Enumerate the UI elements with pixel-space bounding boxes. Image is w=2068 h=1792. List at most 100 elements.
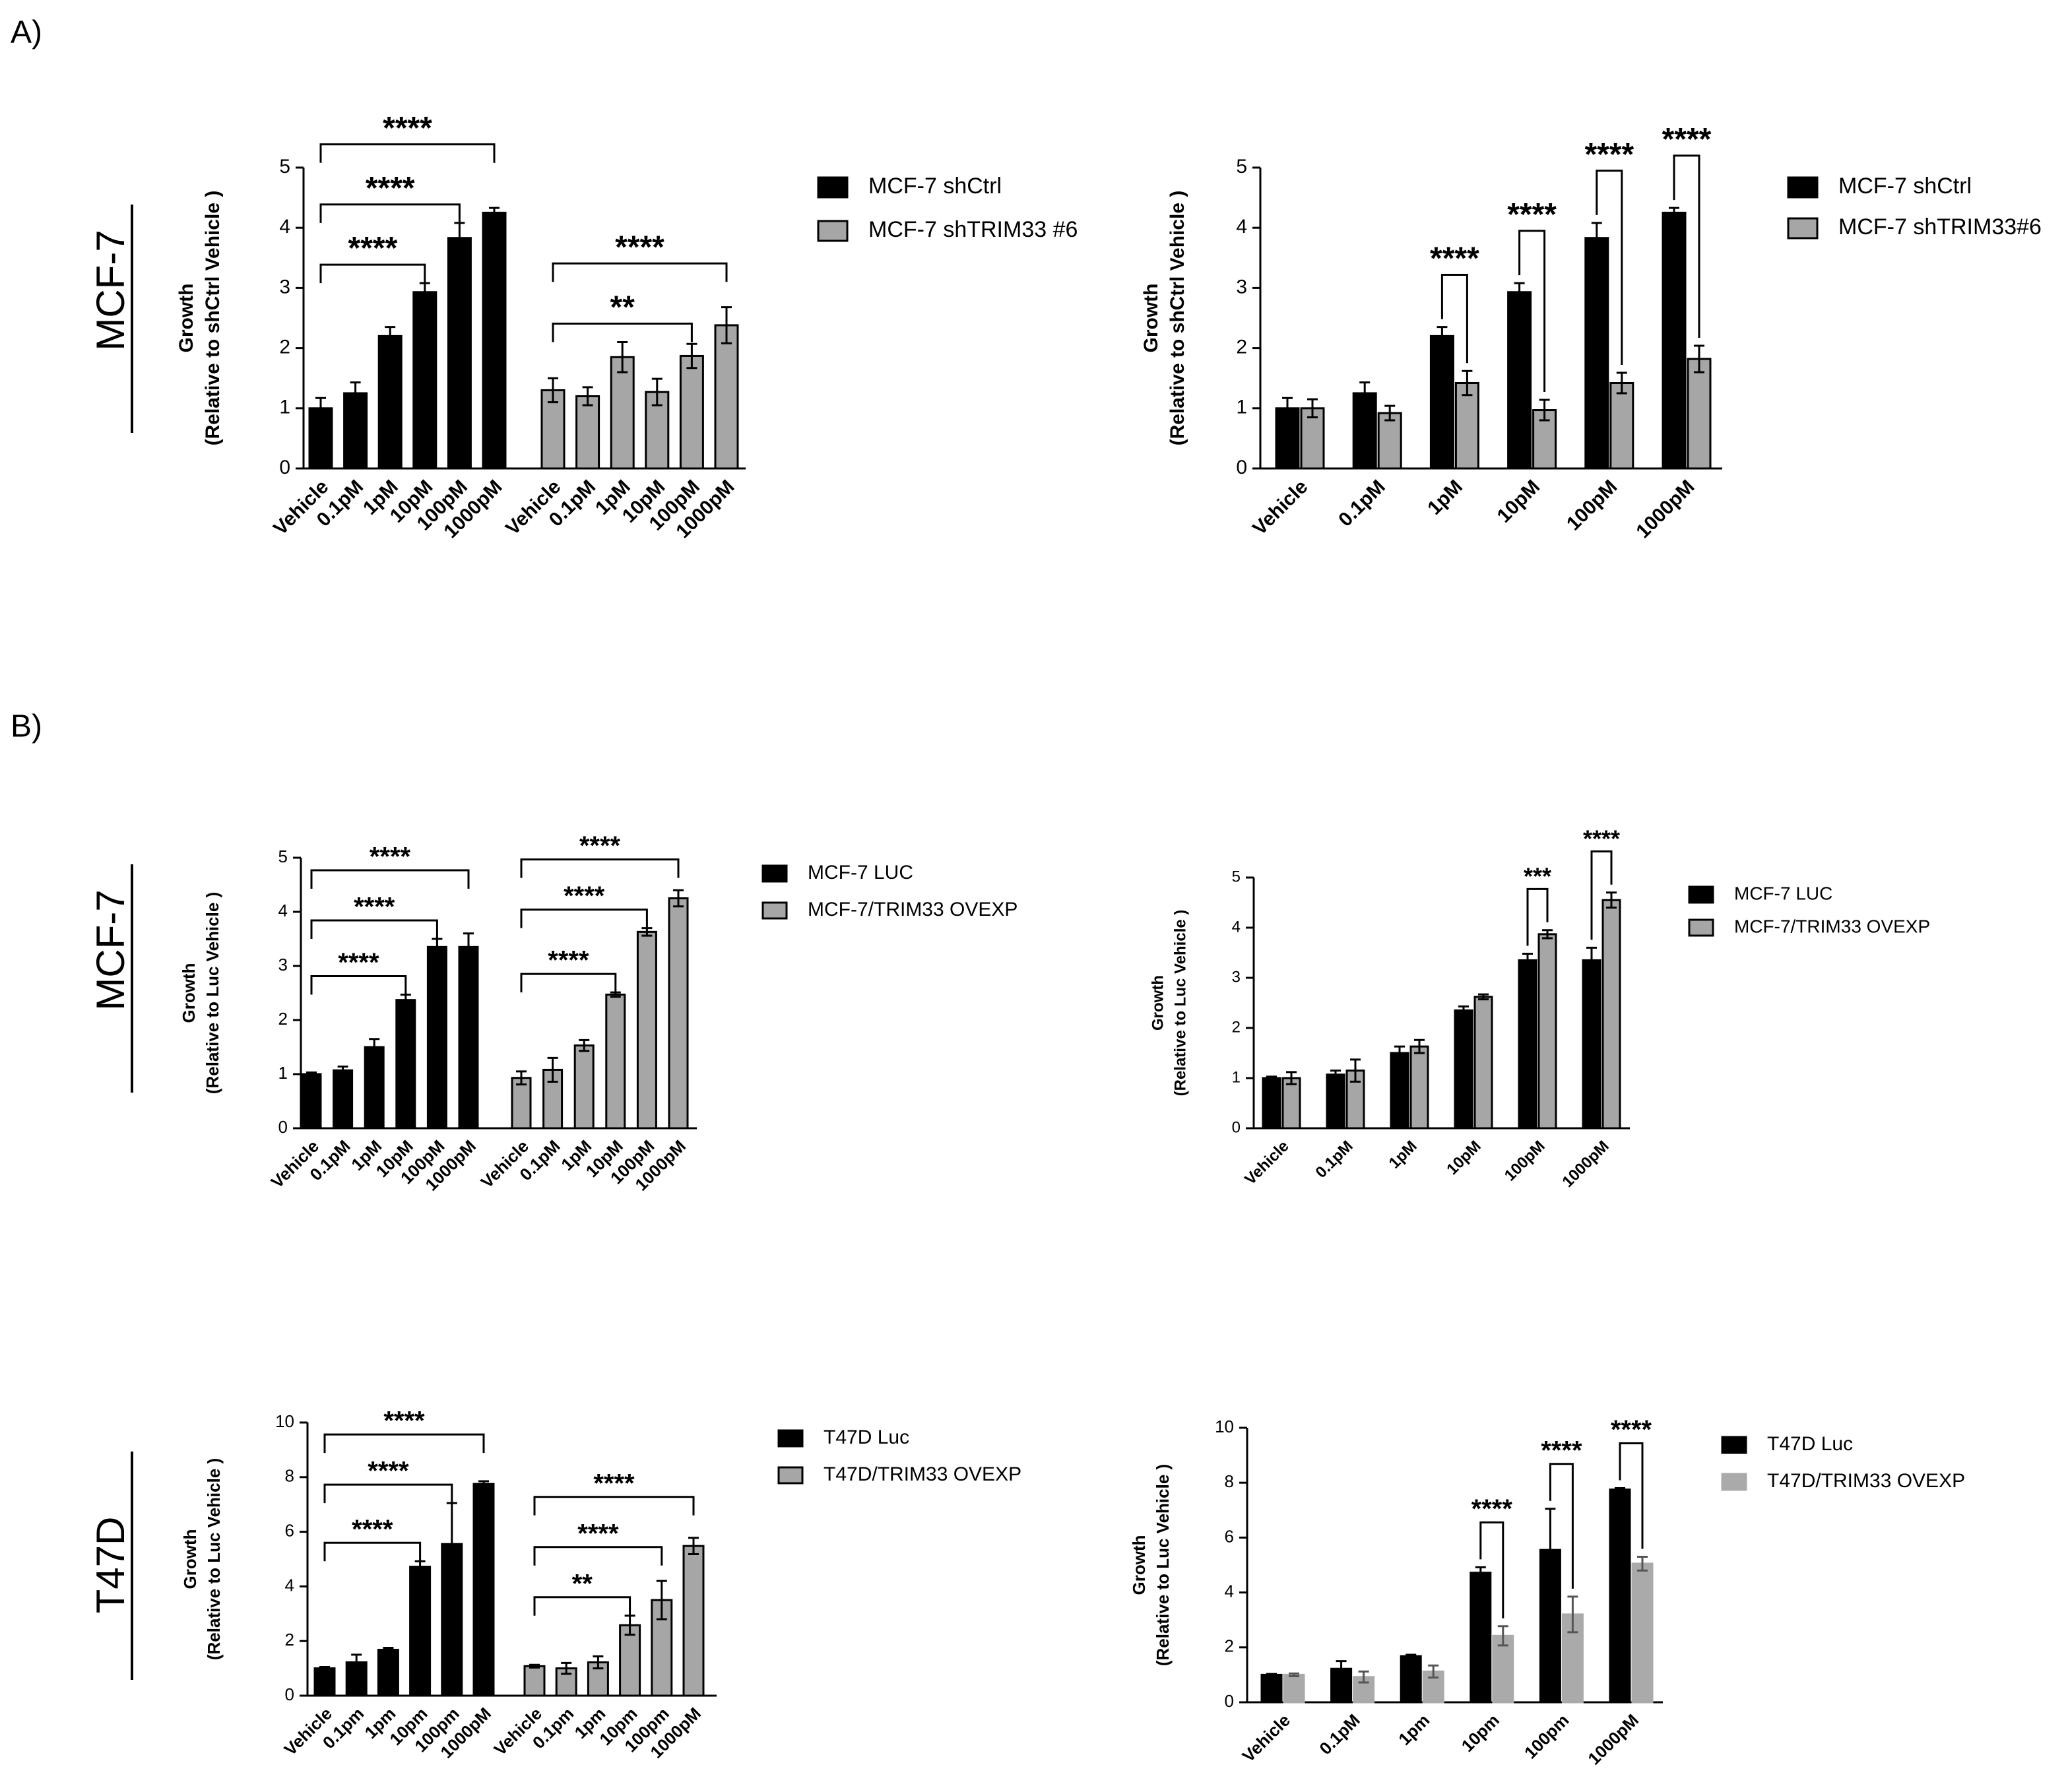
error-bar	[1591, 222, 1602, 255]
error-bar	[547, 1056, 558, 1083]
significance-bracket	[323, 1541, 422, 1562]
y-tick-label: 6	[285, 1520, 294, 1540]
x-tick-label: 1pM	[1386, 1137, 1421, 1172]
bar	[426, 945, 447, 1130]
y-tick-label: 0	[1236, 457, 1247, 478]
error-bar	[561, 1661, 572, 1675]
error-bar	[593, 1655, 604, 1670]
error-bar	[579, 1039, 590, 1052]
y-axis-label: (Relative to Luc Vehicle )	[203, 892, 222, 1094]
legend-swatch	[817, 220, 849, 242]
y-tick-label: 2	[285, 1630, 294, 1649]
bar	[668, 897, 689, 1130]
x-tick-label: 1pM	[1423, 476, 1467, 519]
panel-label: B)	[11, 709, 42, 744]
significance-label: ****	[354, 893, 395, 922]
bar	[1454, 381, 1479, 470]
error-bar	[463, 932, 474, 962]
significance-bracket	[1549, 1463, 1574, 1589]
legend-label: MCF-7/TRIM33 OVEXP	[1734, 916, 1930, 936]
bar	[542, 1068, 564, 1130]
y-tick-label: 3	[278, 955, 288, 975]
y-tick-label: 4	[1232, 918, 1241, 936]
legend-swatch	[777, 1429, 804, 1448]
bar	[619, 1624, 641, 1697]
bar	[1470, 1572, 1492, 1704]
y-axis-label: (Relative to Luc Vehicle )	[1171, 910, 1189, 1097]
error-bar	[1616, 371, 1627, 395]
x-tick-label: 10pM	[1493, 476, 1545, 527]
bar	[458, 945, 479, 1130]
error-bar	[1359, 381, 1371, 405]
y-tick-label: 10	[275, 1411, 294, 1431]
bar	[1473, 996, 1493, 1130]
error-bar	[1458, 1005, 1469, 1015]
significance-label: ****	[383, 111, 432, 146]
significance-bracket	[310, 869, 470, 889]
error-bar	[721, 306, 732, 344]
y-axis-label: (Relative to Luc Vehicle )	[204, 1458, 224, 1660]
significance-label: ****	[579, 831, 621, 860]
legend-swatch	[817, 176, 849, 199]
x-tick-label: 10pM	[1443, 1137, 1484, 1178]
error-bar	[548, 377, 558, 404]
significance-label: ****	[593, 1469, 635, 1498]
row-label: MCF-7	[88, 889, 133, 1010]
bar	[1409, 1045, 1429, 1130]
legend-swatch	[777, 1466, 804, 1485]
legend-label: MCF-7 shTRIM33 #6	[868, 217, 1078, 242]
x-tick-label: 0.1pM	[1315, 1710, 1363, 1758]
error-bar	[1539, 399, 1550, 422]
bar	[1390, 1052, 1409, 1130]
y-axis-label: (Relative to shCtrl Vehicle )	[1167, 191, 1188, 446]
legend-label: MCF-7/TRIM33 OVEXP	[808, 899, 1018, 920]
significance-label: ****	[366, 171, 415, 206]
significance-label: ****	[615, 230, 664, 265]
bar	[682, 1545, 705, 1697]
bar	[1584, 237, 1609, 470]
x-tick-label: 100pM	[1563, 476, 1621, 534]
panel-label: A)	[11, 15, 42, 50]
y-tick-label: 6	[1225, 1526, 1234, 1546]
significance-label: ****	[1430, 241, 1479, 276]
error-bar	[1462, 369, 1473, 397]
significance-label: ****	[383, 1407, 425, 1436]
bar	[1537, 933, 1557, 1130]
y-axis-label: Growth	[179, 963, 199, 1023]
bar	[1631, 1562, 1654, 1704]
significance-label: ****	[1541, 1436, 1582, 1465]
bar	[1260, 1673, 1283, 1704]
y-axis-label: (Relative to Luc Vehicle )	[1153, 1464, 1173, 1666]
error-bar	[516, 1070, 527, 1086]
bar	[1429, 335, 1454, 470]
bar	[1518, 959, 1537, 1130]
error-bar	[1497, 1625, 1508, 1647]
significance-label: ****	[577, 1519, 619, 1548]
legend-label: T47D/TRIM33 OVEXP	[1767, 1470, 1965, 1492]
bar	[573, 1044, 595, 1130]
significance-bracket	[520, 858, 680, 878]
error-bar	[1437, 326, 1448, 346]
x-tick-label: 100pm	[1520, 1710, 1572, 1762]
y-axis-label: (Relative to shCtrl Vehicle )	[202, 191, 224, 446]
error-bar	[306, 1072, 317, 1077]
bar	[1326, 1073, 1345, 1130]
error-bar	[1330, 1070, 1341, 1080]
bar	[301, 1073, 322, 1130]
error-bar	[673, 889, 684, 908]
significance-bracket	[319, 143, 496, 163]
y-tick-label: 2	[279, 336, 290, 358]
legend-swatch	[1688, 918, 1714, 937]
error-bar	[1522, 953, 1533, 968]
significance-label: **	[610, 290, 635, 325]
y-tick-label: 4	[285, 1575, 294, 1595]
y-tick-label: 5	[1232, 868, 1241, 885]
error-bar	[1384, 404, 1396, 422]
error-bar	[529, 1663, 540, 1669]
error-bar	[1475, 1566, 1486, 1580]
y-tick-label: 5	[278, 847, 288, 866]
error-bar	[1669, 207, 1679, 219]
bar	[714, 324, 739, 470]
y-tick-label: 5	[1236, 156, 1247, 177]
